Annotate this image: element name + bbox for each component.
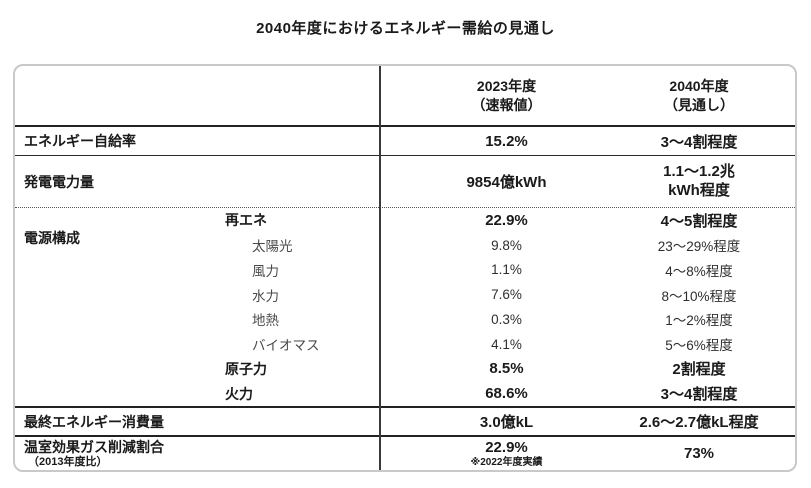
table-row-hydro: 水力 7.6% 8～10%程度 — [15, 282, 795, 307]
value-2023: 4.1% — [491, 336, 522, 352]
table-row-generation: 発電電力量 9854億kWh 1.1～1.2兆 kWh程度 — [15, 156, 795, 208]
value-2023: 1.1% — [491, 262, 522, 278]
row-label: 最終エネルギー消費量 — [24, 413, 164, 430]
table-row-geothermal: 地熱 0.3% 1～2%程度 — [15, 307, 795, 332]
value-2040: 3～4割程度 — [660, 133, 738, 151]
value-2023: 8.5% — [489, 360, 524, 378]
table-row-solar: 太陽光 9.8% 23～29%程度 — [15, 233, 795, 258]
value-2040: 4～8%程度 — [665, 263, 733, 279]
row-label: 太陽光 — [252, 239, 293, 255]
section-label-power-mix: 電源構成 — [24, 230, 80, 246]
row-label: バイオマス — [252, 338, 320, 354]
header-col-2023: 2023年度 （速報値） — [471, 77, 542, 113]
row-label: 温室効果ガス削減割合 （2013年度比） — [15, 439, 380, 468]
table-row-final-consumption: 最終エネルギー消費量 3.0億kL 2.6～2.7億kL程度 — [15, 408, 795, 437]
value-2023: 9.8% — [491, 237, 522, 253]
row-label: 地熱 — [252, 313, 279, 329]
value-2023: 68.6% — [485, 385, 528, 403]
table-row-self-sufficiency: エネルギー自給率 15.2% 3～4割程度 — [15, 127, 795, 156]
value-2040: 1.1～1.2兆 kWh程度 — [663, 162, 735, 199]
page-title: 2040年度におけるエネルギー需給の見通し — [256, 20, 555, 37]
table-header-row: 2023年度 （速報値） 2040年度 （見通し） — [15, 66, 795, 127]
row-label: 発電電力量 — [24, 173, 94, 190]
row-label: エネルギー自給率 — [24, 133, 136, 149]
table-row-nuclear: 原子力 8.5% 2割程度 — [15, 357, 795, 382]
row-label: 風力 — [252, 263, 279, 279]
row-label: 再エネ — [225, 212, 267, 229]
value-2023: 0.3% — [491, 311, 522, 327]
table-row-biomass: バイオマス 4.1% 5～6%程度 — [15, 332, 795, 357]
table-section-power-mix: 電源構成 再エネ 22.9% 4～5割程度 太陽光 9.8% 23～29%程度 … — [15, 208, 795, 408]
value-2040: 1～2%程度 — [665, 313, 733, 329]
value-2040: 4～5割程度 — [660, 212, 738, 230]
value-2040: 3～4割程度 — [660, 386, 738, 404]
table-row-thermal: 火力 68.6% 3～4割程度 — [15, 381, 795, 406]
value-2040: 2割程度 — [672, 361, 726, 379]
row-label: 原子力 — [225, 360, 267, 377]
header-col-2040: 2040年度 （見通し） — [664, 77, 734, 113]
value-2023-main: 22.9% — [485, 438, 528, 456]
energy-outlook-table: 2023年度 （速報値） 2040年度 （見通し） エネルギー自給率 15.2%… — [13, 64, 797, 472]
table-row-ghg-reduction: 温室効果ガス削減割合 （2013年度比） 22.9% ※2022年度実績 73% — [15, 437, 795, 470]
column-divider-line — [379, 66, 381, 470]
value-2040: 23～29%程度 — [657, 239, 741, 255]
value-2023: 9854億kWh — [466, 174, 547, 191]
table-row-wind: 風力 1.1% 4～8%程度 — [15, 258, 795, 283]
row-label: 火力 — [225, 385, 253, 402]
row-label-main: 温室効果ガス削減割合 — [24, 439, 164, 456]
row-label-note: （2013年度比） — [28, 455, 108, 468]
value-2023: 7.6% — [491, 287, 522, 303]
value-2023: 3.0億kL — [479, 414, 534, 431]
row-label: 水力 — [252, 288, 279, 304]
value-2023: 22.9% — [485, 211, 528, 229]
value-2040: 5～6%程度 — [665, 338, 733, 354]
value-2023: 22.9% ※2022年度実績 — [380, 439, 633, 469]
value-2023: 15.2% — [485, 132, 528, 150]
table-row-renewables: 再エネ 22.9% 4～5割程度 — [15, 208, 795, 233]
value-2023-note: ※2022年度実績 — [470, 456, 543, 468]
value-2040: 8～10%程度 — [661, 288, 737, 304]
value-2040: 2.6～2.7億kL程度 — [639, 414, 759, 431]
value-2040: 73% — [683, 445, 715, 462]
